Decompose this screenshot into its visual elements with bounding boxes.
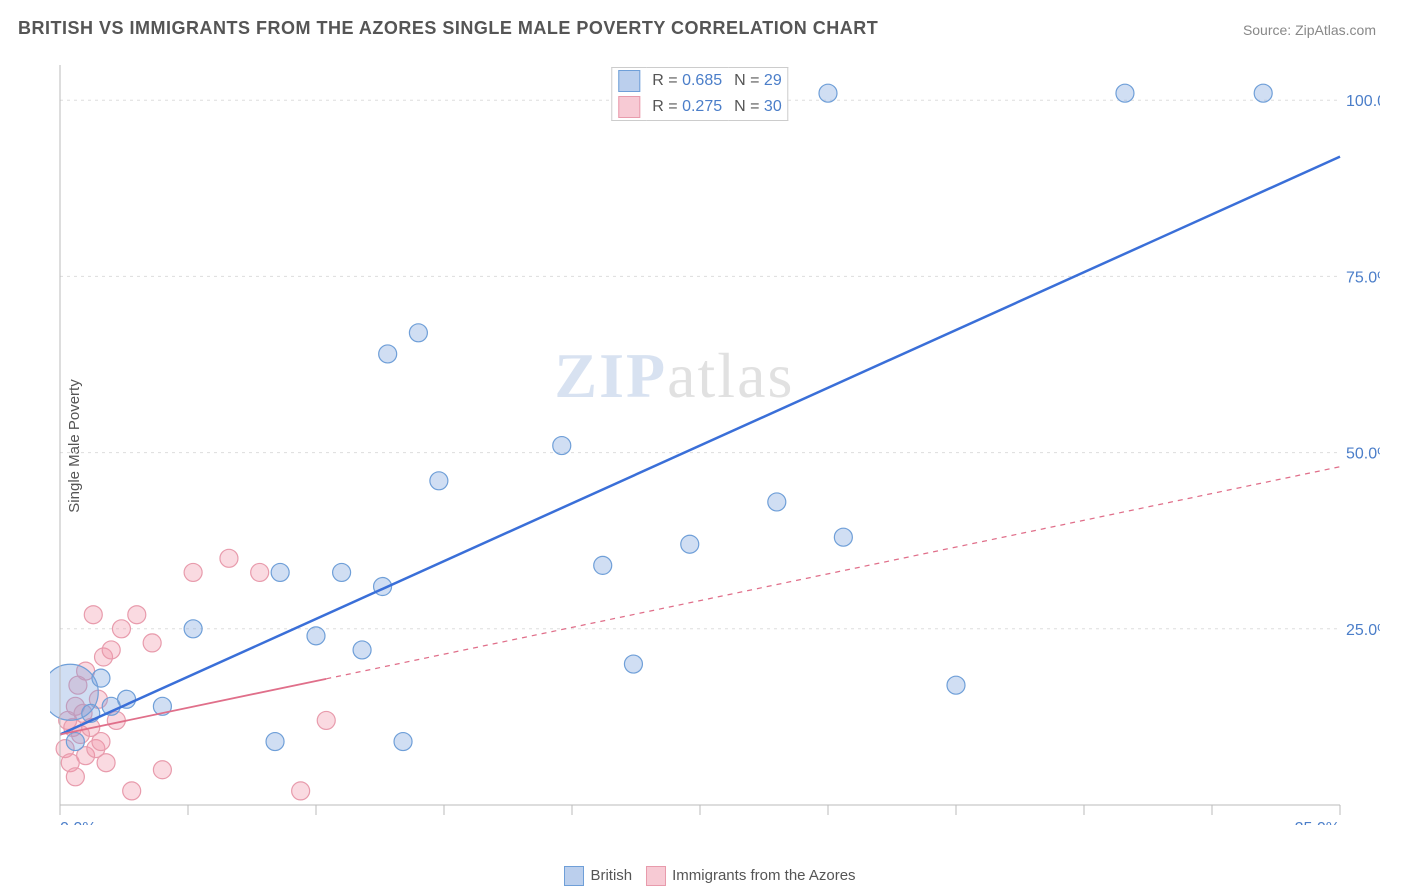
data-point [379, 345, 397, 363]
data-point [84, 606, 102, 624]
data-point [66, 768, 84, 786]
correlation-legend: R = 0.685N = 29R = 0.275N = 30 [611, 67, 788, 121]
data-point [251, 563, 269, 581]
y-tick-label: 25.0% [1346, 622, 1380, 639]
data-point [317, 711, 335, 729]
data-point [430, 472, 448, 490]
source-prefix: Source: [1243, 22, 1295, 38]
data-point [834, 528, 852, 546]
data-point [353, 641, 371, 659]
legend-swatch [564, 866, 584, 886]
data-point [624, 655, 642, 673]
data-point [128, 606, 146, 624]
data-point [92, 669, 110, 687]
data-point [143, 634, 161, 652]
data-point [1116, 84, 1134, 102]
data-point [947, 676, 965, 694]
data-point [92, 733, 110, 751]
data-point [271, 563, 289, 581]
legend-swatch [618, 70, 640, 92]
data-point [97, 754, 115, 772]
legend-n-label: N = 30 [728, 94, 788, 121]
scatter-chart: 25.0% 50.0% 75.0% 100.0% 0.0% 25.0% [50, 55, 1380, 825]
data-point [768, 493, 786, 511]
legend-swatch [646, 866, 666, 886]
legend-swatch [618, 96, 640, 118]
x-tick-label: 25.0% [1295, 820, 1340, 825]
data-point [409, 324, 427, 342]
legend-n-label: N = 29 [728, 68, 788, 95]
y-tick-label: 75.0% [1346, 269, 1380, 286]
legend-r-label: R = 0.685 [646, 68, 728, 95]
data-point [220, 549, 238, 567]
data-point [594, 556, 612, 574]
data-point [266, 733, 284, 751]
data-point [333, 563, 351, 581]
x-tick-label: 0.0% [60, 820, 96, 825]
data-point [681, 535, 699, 553]
data-point [292, 782, 310, 800]
data-point [102, 641, 120, 659]
page-title: BRITISH VS IMMIGRANTS FROM THE AZORES SI… [18, 18, 878, 39]
data-point [184, 620, 202, 638]
data-point [819, 84, 837, 102]
legend-series-label: Immigrants from the Azores [672, 867, 855, 884]
data-point [394, 733, 412, 751]
series-legend: British Immigrants from the Azores [0, 866, 1406, 886]
data-point [184, 563, 202, 581]
y-tick-label: 100.0% [1346, 93, 1380, 110]
source-attribution: Source: ZipAtlas.com [1243, 22, 1376, 38]
data-point [123, 782, 141, 800]
data-point [112, 620, 130, 638]
data-point [153, 761, 171, 779]
trend-line [60, 157, 1340, 735]
source-link[interactable]: ZipAtlas.com [1295, 22, 1376, 38]
legend-series-label: British [590, 867, 632, 884]
data-point [66, 733, 84, 751]
y-tick-label: 50.0% [1346, 446, 1380, 463]
legend-r-label: R = 0.275 [646, 94, 728, 121]
trend-line-extrapolated [326, 467, 1340, 679]
data-point [1254, 84, 1272, 102]
data-point [307, 627, 325, 645]
data-point [553, 437, 571, 455]
